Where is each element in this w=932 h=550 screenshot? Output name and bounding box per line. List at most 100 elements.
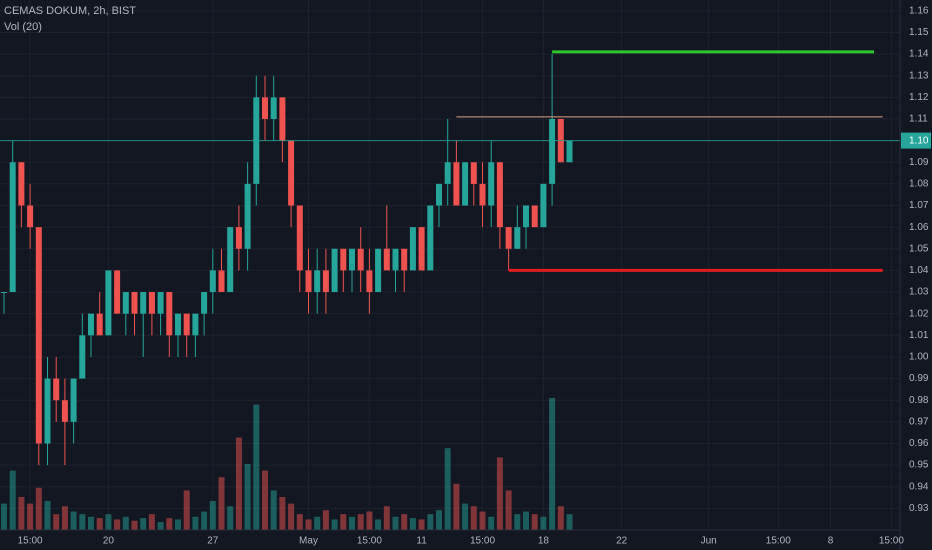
candle-body <box>79 335 86 379</box>
volume-bar <box>444 448 451 530</box>
candle-body <box>549 118 556 184</box>
y-tick-label: 1.16 <box>909 5 929 16</box>
candle-body <box>470 162 477 184</box>
volume-bar <box>105 514 112 530</box>
y-tick-label: 1.09 <box>909 157 929 168</box>
chart-title: CEMAS DOKUM, 2h, BIST <box>4 5 136 17</box>
volume-bar <box>288 503 295 530</box>
candle-body <box>540 183 547 228</box>
candle-body <box>262 97 268 119</box>
candle-body <box>427 205 434 271</box>
candle-body <box>157 292 164 314</box>
volume-bar <box>218 477 225 530</box>
volume-bar <box>488 516 495 530</box>
volume-bar <box>270 490 277 530</box>
y-tick-label: 1.05 <box>909 243 929 254</box>
volume-bar <box>96 518 103 530</box>
candle-body <box>436 183 442 206</box>
overlay-layer <box>0 50 900 272</box>
x-tick-label: 27 <box>207 536 219 547</box>
candle-body <box>409 227 416 271</box>
volume-bar <box>114 519 121 530</box>
candle-body <box>244 183 251 249</box>
volume-bar <box>140 518 147 530</box>
x-tick-label: 15:00 <box>879 536 904 547</box>
volume-bar <box>375 519 382 530</box>
candle-body <box>357 248 364 271</box>
volume-bar <box>566 514 573 530</box>
volume-bar <box>262 470 268 530</box>
volume-bar <box>305 519 312 530</box>
candle-body <box>392 248 399 271</box>
candle-body <box>288 140 295 206</box>
volume-bar <box>383 506 390 530</box>
x-tick-label: 22 <box>616 536 628 547</box>
volume-bar <box>401 514 408 530</box>
volume-bar <box>514 514 521 530</box>
volume-bar <box>175 519 181 530</box>
volume-bar <box>409 518 416 530</box>
volume-bar <box>201 511 208 530</box>
candle-body <box>192 313 199 336</box>
candle-body <box>479 183 486 206</box>
candle-body <box>462 162 469 206</box>
x-tick-label: 20 <box>103 536 115 547</box>
volume-bar <box>79 514 86 530</box>
y-tick-label: 0.94 <box>909 481 929 492</box>
y-tick-label: 0.97 <box>909 416 929 427</box>
y-tick-label: 1.11 <box>909 114 928 125</box>
candle-body <box>70 378 77 422</box>
candle-body <box>488 162 495 206</box>
candle-body <box>496 162 503 228</box>
candle-body <box>1 292 7 294</box>
y-tick-label: 1.06 <box>909 222 929 233</box>
candle-body <box>122 292 129 314</box>
candle-body <box>140 292 147 314</box>
volume-bar <box>253 404 260 530</box>
candle-body <box>453 162 460 206</box>
volume-bar <box>540 516 547 530</box>
x-tick-label: Jun <box>701 536 717 547</box>
volume-bar <box>427 514 434 530</box>
volume-bar <box>349 516 355 530</box>
volume-bar <box>18 497 25 530</box>
volume-bar <box>209 500 216 530</box>
candle-body <box>235 227 242 249</box>
x-tick-label: 18 <box>538 536 550 547</box>
volume-bar <box>44 500 51 530</box>
volume-bar <box>88 516 94 530</box>
candle-body <box>201 292 208 314</box>
last-price-box <box>901 132 931 149</box>
candle-body <box>331 248 338 293</box>
x-tick-label: May <box>299 536 318 547</box>
y-tick-label: 0.99 <box>909 373 929 384</box>
candle-body <box>227 227 234 293</box>
x-tick-label: 15:00 <box>766 536 791 547</box>
volume-bar <box>279 497 286 530</box>
volume-bar <box>183 490 190 530</box>
volume-bar <box>453 483 460 530</box>
volume-bar <box>505 490 512 530</box>
candle-body <box>96 313 103 336</box>
volume-bar <box>470 506 477 530</box>
volume-bar <box>227 506 234 530</box>
volume-indicator: Vol (20) <box>4 21 42 33</box>
y-tick-label: 1.03 <box>909 287 929 298</box>
candle-body <box>218 270 225 293</box>
volume-bar <box>322 510 329 530</box>
volume-bar <box>35 487 42 530</box>
volume-bar <box>1 503 7 530</box>
volume-bar <box>357 514 364 530</box>
candle-body <box>514 227 521 249</box>
volume-bar <box>366 511 373 530</box>
candle-body <box>148 292 155 314</box>
candle-body <box>114 270 121 314</box>
candle-body <box>35 227 42 444</box>
candle-body <box>53 378 60 401</box>
volume-bar <box>27 503 34 530</box>
candle-body <box>279 97 286 141</box>
candle-body <box>183 313 190 336</box>
